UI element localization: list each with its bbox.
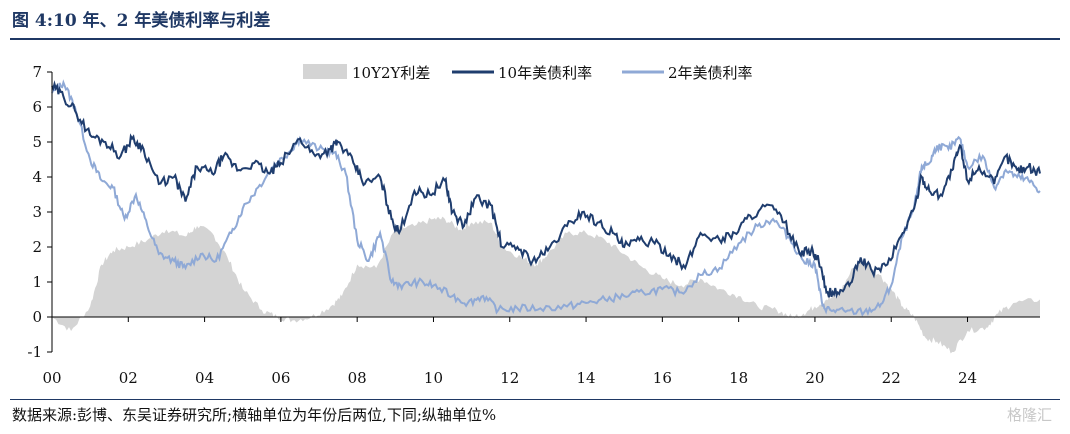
legend: 10Y2Y利差 10年美债利率 2年美债利率 (303, 64, 753, 82)
x-tick-label: 16 (653, 369, 672, 387)
legend-label-10y: 10年美债利率 (498, 64, 592, 82)
x-tick-label: 10 (424, 369, 443, 387)
x-tick-label: 12 (500, 369, 519, 387)
x-tick-label: 24 (958, 369, 977, 387)
x-tick-label: 08 (348, 369, 367, 387)
y-tick-label: 6 (32, 98, 42, 116)
y-tick-label: 4 (32, 168, 42, 186)
y-tick-label: 0 (32, 308, 42, 326)
title-rule (10, 38, 1060, 40)
legend-swatch-spread (303, 64, 347, 79)
series-line-2y (51, 79, 1041, 317)
x-tick-label: 04 (195, 369, 214, 387)
watermark-logo: 格隆汇 (1006, 406, 1052, 424)
y-tick-label: -1 (27, 343, 42, 361)
y-tick-label: 3 (32, 203, 42, 221)
x-tick-label: 02 (119, 369, 138, 387)
legend-label-spread: 10Y2Y利差 (352, 64, 430, 82)
x-tick-label: 06 (271, 369, 290, 387)
legend-label-2y: 2年美债利率 (668, 64, 753, 82)
plot-area (51, 79, 1041, 354)
x-tick-label: 22 (882, 369, 901, 387)
y-tick-label: 2 (32, 238, 42, 256)
y-tick-label: 1 (32, 273, 42, 291)
x-tick-label: 18 (729, 369, 748, 387)
x-tick-label: 00 (42, 369, 61, 387)
source-note: 数据来源:彭博、东吴证券研究所;横轴单位为年份后两位,下同;纵轴单位% (12, 406, 497, 424)
series-line-10y (51, 80, 1041, 299)
x-tick-label: 20 (805, 369, 824, 387)
y-tick-label: 5 (32, 133, 42, 151)
y-axis: -1 0 1 2 3 4 5 6 7 (27, 63, 53, 361)
y-tick-label: 7 (32, 63, 42, 81)
series-area-spread (52, 216, 1040, 354)
x-axis: 00 02 04 06 08 10 12 14 16 18 20 22 24 (42, 316, 1040, 387)
figure-title: 图 4:10 年、2 年美债利率与利差 (12, 11, 271, 31)
x-tick-label: 14 (577, 369, 596, 387)
source-rule (10, 399, 1060, 400)
